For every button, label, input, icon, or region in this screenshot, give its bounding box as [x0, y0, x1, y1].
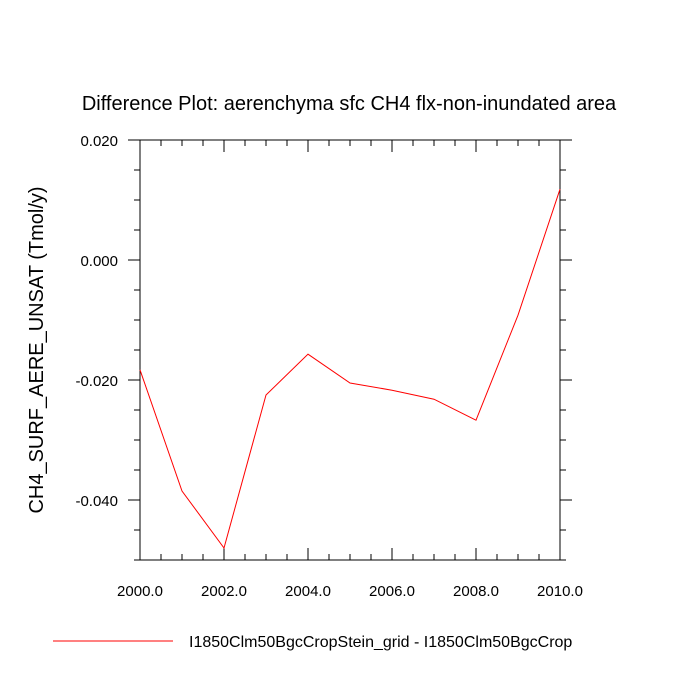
legend-label: I1850Clm50BgcCropStein_grid - I1850Clm50… — [189, 634, 572, 651]
axes — [139, 139, 561, 561]
series-lines — [139, 189, 561, 550]
x-tick-label: 2006.0 — [369, 583, 415, 600]
x-tick-label: 2008.0 — [453, 583, 499, 600]
y-tick-labels: 0.020 0.000 -0.020 -0.040 — [75, 133, 118, 510]
y-tick-label: 0.000 — [80, 253, 118, 270]
x-tick-label: 2004.0 — [285, 583, 331, 600]
y-axis-label: CH4_SURF_AERE_UNSAT (Tmol/y) — [26, 186, 48, 513]
legend: I1850Clm50BgcCropStein_grid - I1850Clm50… — [53, 634, 572, 651]
x-tick-label: 2002.0 — [201, 583, 247, 600]
y-tick-label: 0.020 — [80, 133, 118, 150]
x-tick-label: 2000.0 — [117, 583, 163, 600]
y-tick-label: -0.020 — [75, 373, 118, 390]
x-tick-labels: 2000.0 2002.0 2004.0 2006.0 2008.0 2010.0 — [117, 583, 583, 600]
series-line — [139, 189, 561, 550]
chart-title: Difference Plot: aerenchyma sfc CH4 flx-… — [82, 93, 617, 115]
plot-frame — [139, 139, 561, 561]
y-tick-label: -0.040 — [75, 493, 118, 510]
tick-marks — [128, 139, 572, 561]
x-tick-label: 2010.0 — [537, 583, 583, 600]
